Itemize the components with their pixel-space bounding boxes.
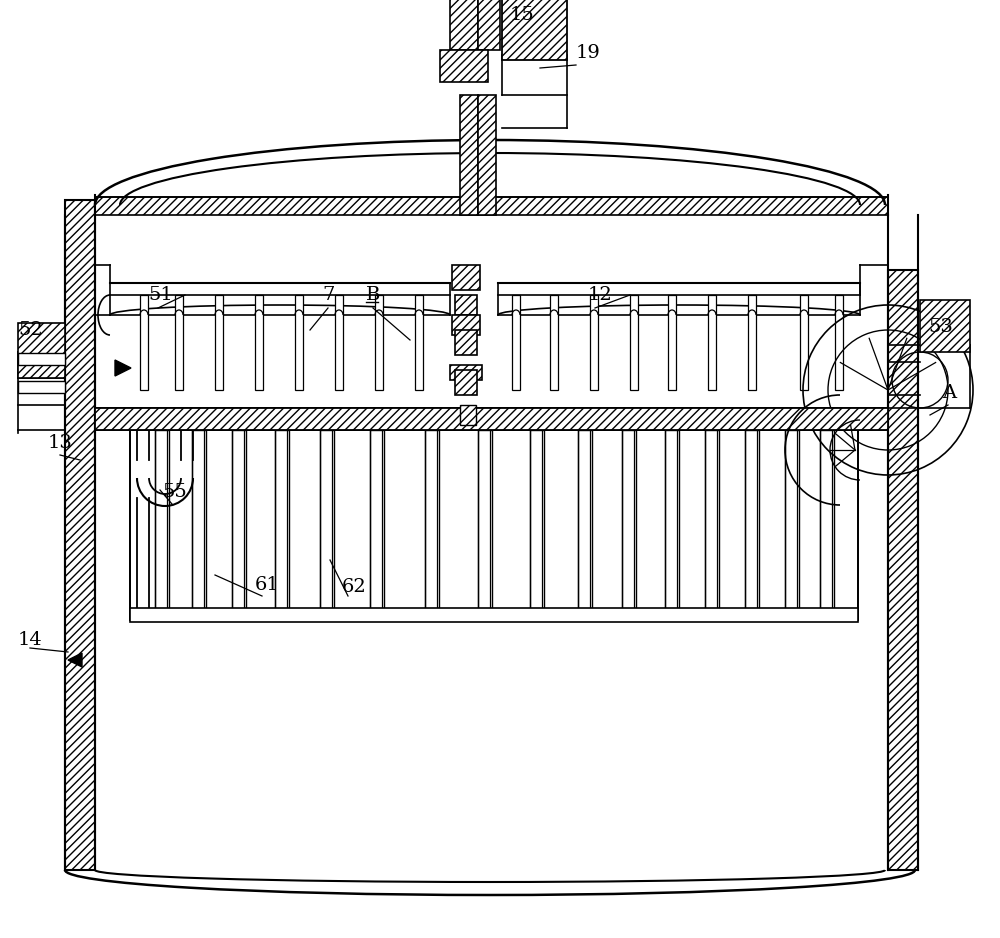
Bar [275, 430, 289, 610]
Bar [18, 353, 65, 365]
Bar [18, 381, 65, 393]
Text: 15: 15 [510, 6, 535, 24]
Bar [478, 430, 492, 610]
Bar [130, 430, 858, 620]
Bar [375, 295, 383, 390]
Bar [530, 430, 544, 610]
Bar [255, 295, 263, 390]
Bar [95, 197, 888, 215]
Text: 14: 14 [18, 631, 43, 649]
Bar [440, 50, 488, 82]
Bar [452, 265, 480, 290]
Bar [745, 430, 759, 610]
Text: 61: 61 [255, 576, 280, 594]
Text: B: B [366, 286, 380, 304]
Bar [65, 200, 95, 870]
Bar [370, 430, 384, 610]
Bar [668, 295, 676, 390]
Bar [450, 365, 482, 380]
Bar [455, 370, 477, 395]
Bar [748, 295, 756, 390]
Bar [920, 300, 970, 352]
Bar [450, 0, 478, 50]
Bar [785, 430, 799, 610]
Bar [175, 295, 183, 390]
Bar [295, 295, 303, 390]
Bar [18, 323, 65, 378]
Bar [455, 295, 477, 315]
Bar [512, 295, 520, 390]
Polygon shape [115, 360, 131, 376]
Bar [502, 0, 567, 60]
Bar [478, 0, 500, 50]
Text: 51: 51 [148, 286, 173, 304]
Bar [578, 430, 592, 610]
Bar [455, 330, 477, 355]
Bar [590, 295, 598, 390]
Bar [705, 430, 719, 610]
Bar [425, 430, 439, 610]
Bar [820, 430, 834, 610]
Text: 7: 7 [322, 286, 334, 304]
Bar [415, 295, 423, 390]
Text: A: A [942, 384, 956, 402]
Bar [140, 295, 148, 390]
Bar [665, 430, 679, 610]
Bar [800, 295, 808, 390]
Text: 55: 55 [162, 483, 187, 501]
Text: 53: 53 [928, 318, 953, 336]
Bar [478, 95, 496, 215]
Bar [452, 315, 480, 335]
Text: 12: 12 [588, 286, 613, 304]
Bar [622, 430, 636, 610]
Text: 52: 52 [18, 321, 43, 339]
Bar [155, 430, 169, 610]
Bar [130, 608, 858, 622]
Bar [630, 295, 638, 390]
Bar [708, 295, 716, 390]
Text: 19: 19 [576, 44, 601, 62]
Bar [95, 408, 888, 430]
Text: 62: 62 [342, 578, 367, 596]
Bar [460, 95, 478, 215]
Bar [215, 295, 223, 390]
Polygon shape [68, 653, 82, 667]
Bar [320, 430, 334, 610]
Bar [835, 295, 843, 390]
Bar [888, 270, 918, 870]
Bar [232, 430, 246, 610]
Bar [460, 405, 476, 425]
Bar [550, 295, 558, 390]
Bar [192, 430, 206, 610]
Text: 13: 13 [48, 434, 73, 452]
Bar [335, 295, 343, 390]
